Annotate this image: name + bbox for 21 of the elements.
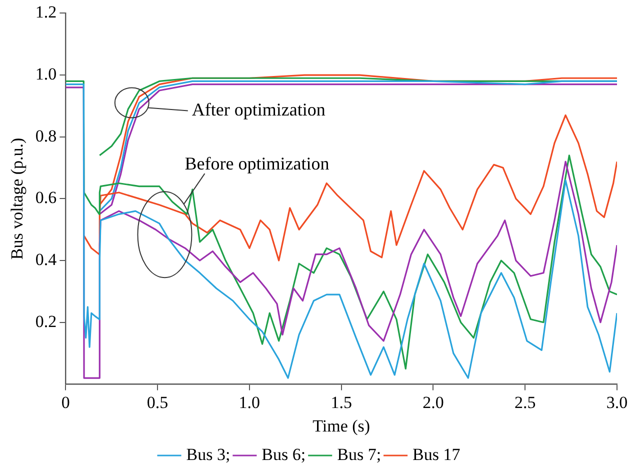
legend-label: Bus 6; <box>262 444 306 464</box>
y-axis-title: Bus voltage (p.u.) <box>8 138 27 260</box>
legend-label: Bus 17 <box>412 444 461 464</box>
annotation: Before optimization <box>184 153 330 174</box>
y-tick-label: 1.0 <box>35 64 57 84</box>
x-tick-label: 0.5 <box>146 392 168 412</box>
x-tick-label: 2.0 <box>422 392 444 412</box>
x-axis-title: Time (s) <box>312 416 370 436</box>
y-tick-label: 0.8 <box>35 126 57 146</box>
x-tick-label: 0 <box>61 392 70 412</box>
y-tick-label: 0.4 <box>35 250 58 269</box>
y-tick-label: 0.6 <box>35 188 57 208</box>
legend-label: Bus 7; <box>337 444 382 464</box>
x-tick-label: 3.0 <box>606 392 628 412</box>
annotation: After optimization <box>192 100 326 120</box>
y-tick-label: 1.2 <box>35 2 57 22</box>
y-tick-label: 0.2 <box>35 312 57 331</box>
legend-label: Bus 3; <box>186 444 230 464</box>
x-tick-label: 1.5 <box>330 392 352 412</box>
x-tick-label: 2.5 <box>514 392 536 412</box>
x-tick-label: 1.0 <box>238 392 260 412</box>
